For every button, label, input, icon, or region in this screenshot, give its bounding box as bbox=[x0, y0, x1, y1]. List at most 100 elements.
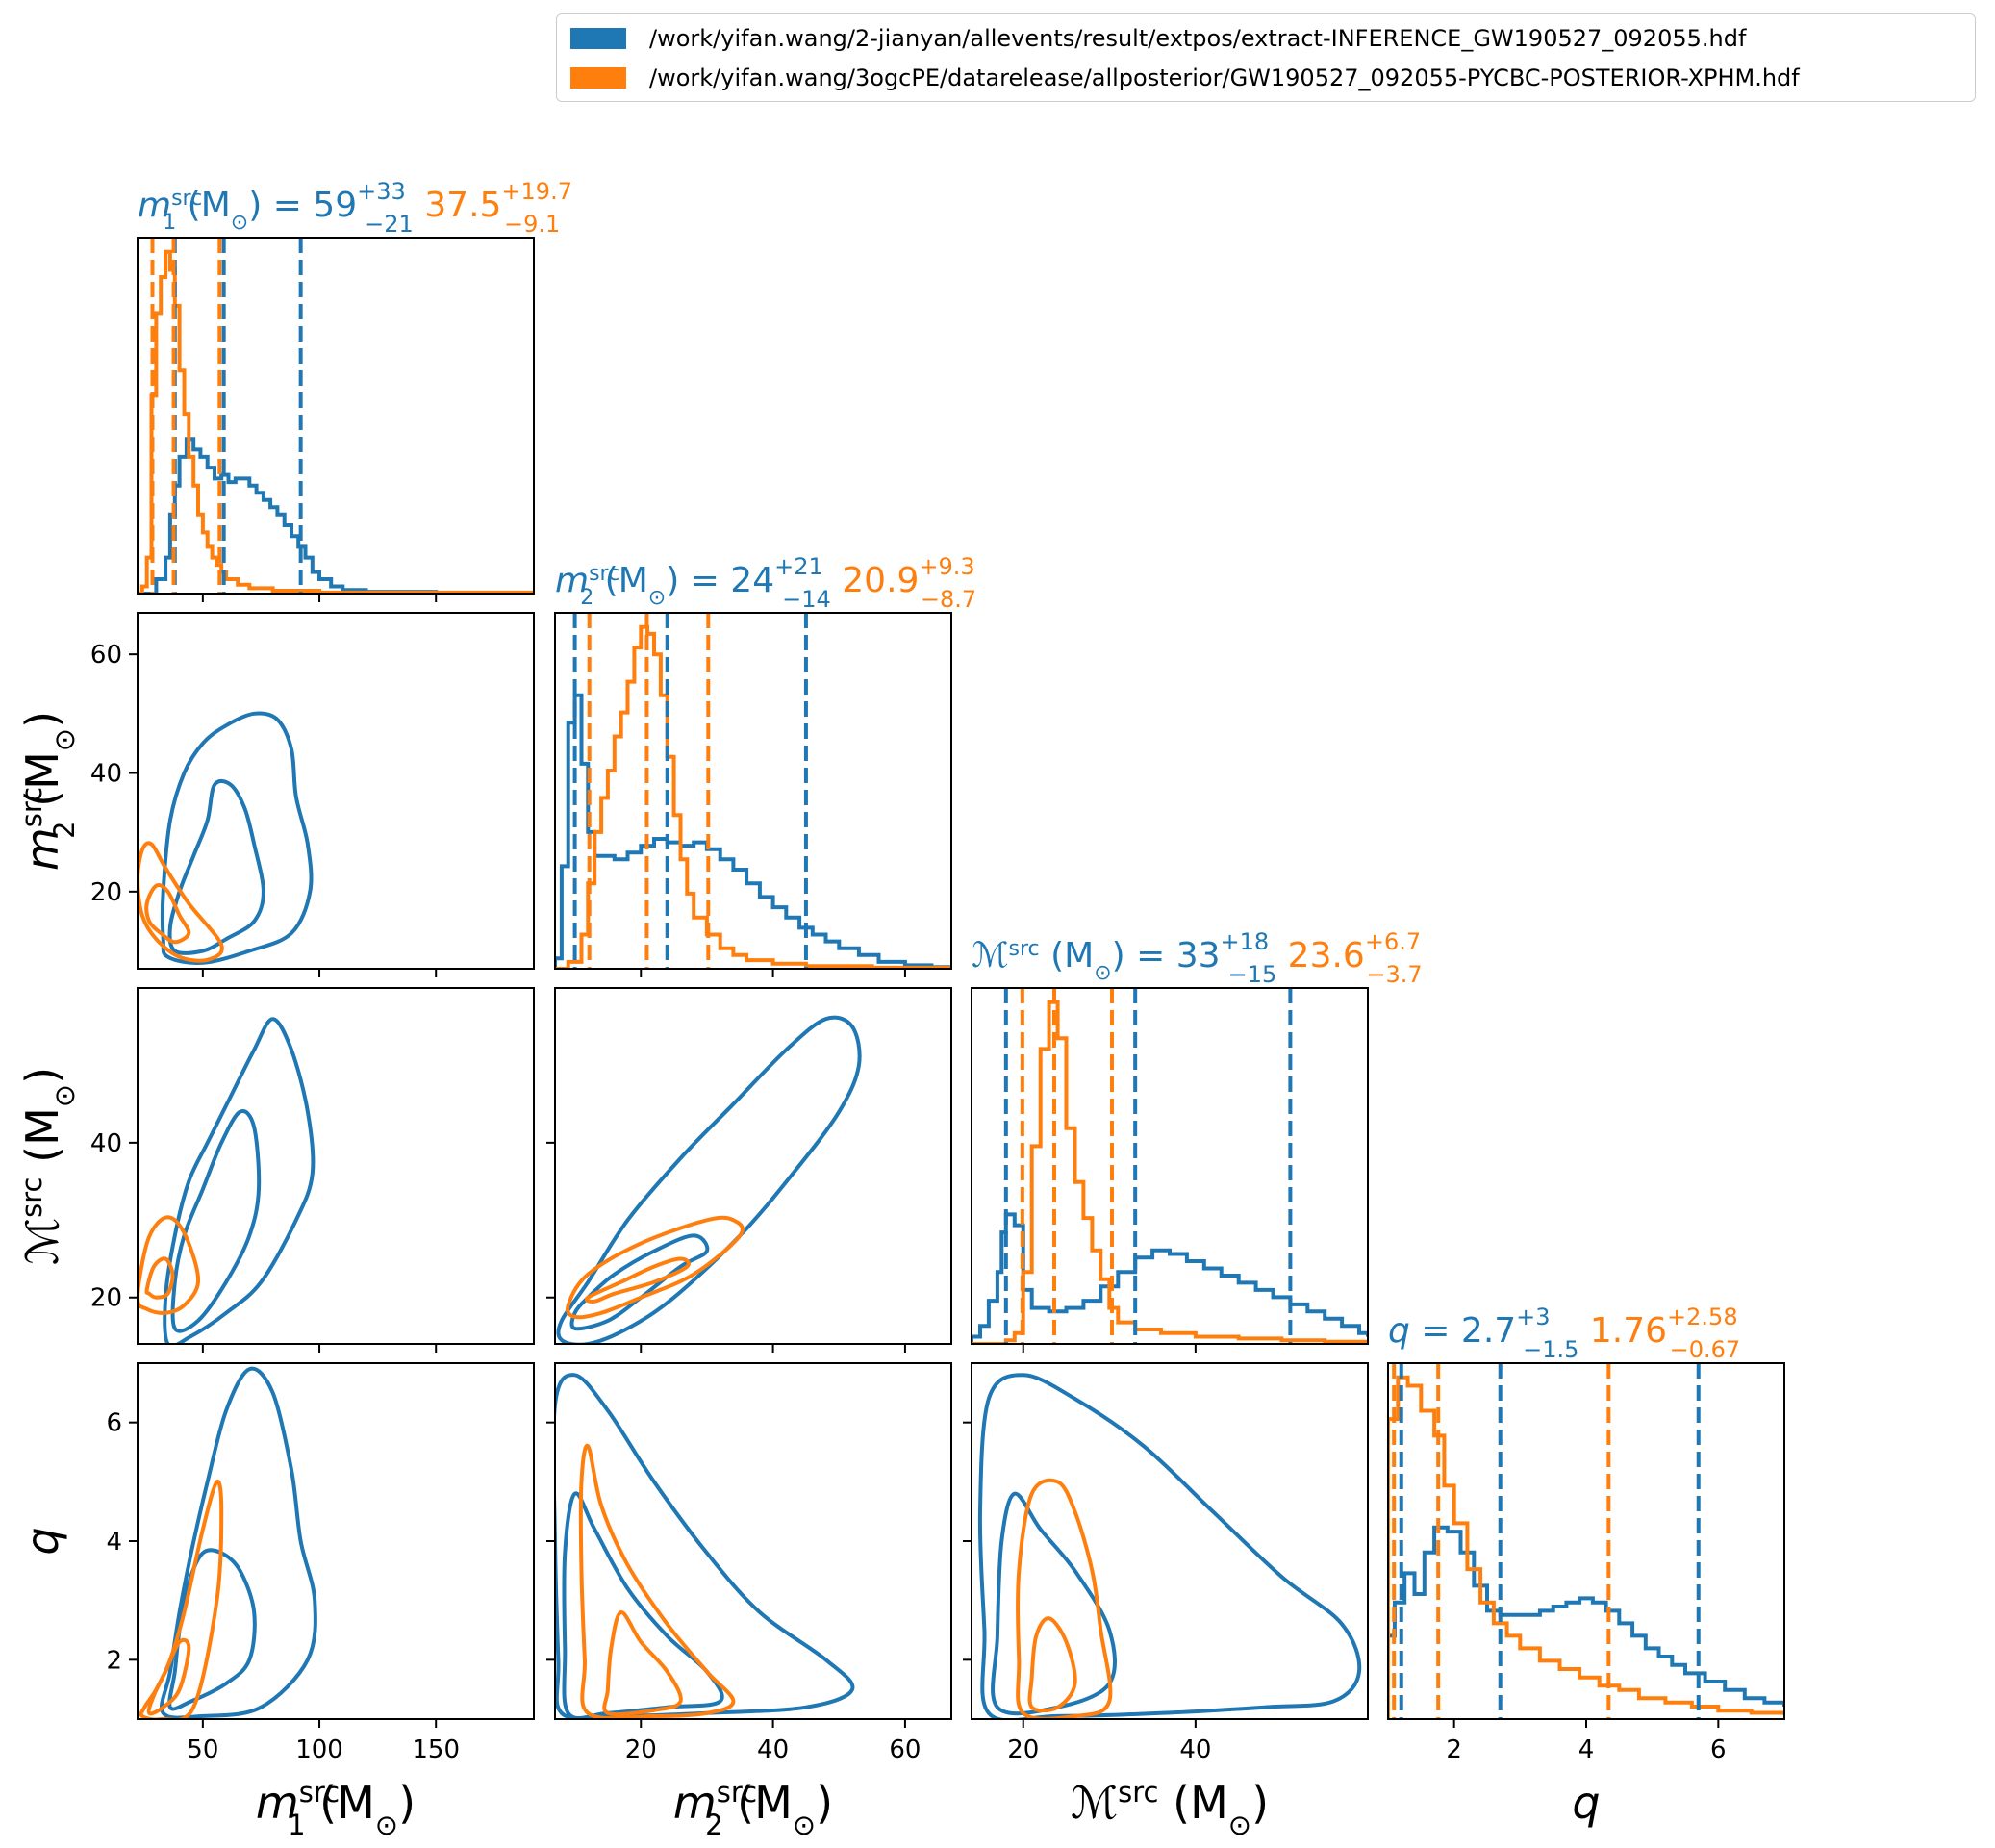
contour-panel-q-vs-m1-body bbox=[139, 1366, 317, 1719]
xaxis-label-m2-sub: 2 bbox=[705, 1809, 722, 1841]
title-mc-symbol: ℳ bbox=[972, 936, 1009, 975]
contour-90-mc_vs_m2-series-0 bbox=[556, 1015, 862, 1344]
contour-panel-q-vs-m1-frame bbox=[137, 1362, 535, 1720]
hist-m1-series-0 bbox=[138, 437, 534, 594]
title-value-blue-m1: = 59 bbox=[262, 186, 357, 225]
hist-panel-m2: msrc 2 (M⊙) = 24+21 −14 20.9+9.3 −8.7 bbox=[554, 553, 976, 977]
contour-90-m2_vs_m1-series-1 bbox=[138, 841, 224, 963]
xaxis-label-m1-unit-sub: ⊙ bbox=[375, 1809, 398, 1841]
xaxis-label-m1-symbol: m bbox=[256, 1777, 299, 1829]
xaxis-label-m1-sub: 1 bbox=[288, 1809, 305, 1841]
title-m2-unit: (M bbox=[593, 561, 648, 600]
title-m1-sub: 1 bbox=[163, 211, 176, 235]
yaxis-label-m2-symbol: m bbox=[16, 827, 68, 871]
xtick-label-m2-60: 60 bbox=[889, 1735, 921, 1764]
contour-90-mc_vs_m1-series-1 bbox=[138, 1215, 201, 1315]
title-err-dn-blue-q: −1.5 bbox=[1523, 1336, 1578, 1363]
xaxis-label-q-symbol: q bbox=[1572, 1777, 1600, 1829]
contour-50-q_vs_mc-series-0 bbox=[991, 1491, 1117, 1716]
yaxis-label-q: q bbox=[16, 1527, 68, 1555]
yaxis-label-mc-sup: src bbox=[15, 1177, 48, 1217]
xaxis-label-m2-symbol: m bbox=[673, 1777, 717, 1829]
title-mc-unit-end: ) bbox=[1112, 936, 1125, 975]
yaxis-label-mc-unit: (M bbox=[16, 1107, 68, 1177]
yaxis-label-q-symbol: q bbox=[16, 1527, 68, 1555]
title-m1-symbol: m bbox=[138, 186, 171, 225]
title-q-symbol: q bbox=[1388, 1311, 1410, 1351]
title-value-orange-m2: 20.9 bbox=[831, 561, 920, 600]
yaxis-label-m2-unit: (M bbox=[16, 751, 68, 821]
title-mc-sup: src bbox=[1009, 937, 1040, 961]
xaxis-label-m1-unit: (M bbox=[306, 1777, 375, 1829]
hist-panel-m1: msrc 1 (M⊙) = 59+33 −21 37.5+19.7 −9.1 bbox=[137, 178, 572, 602]
contour-panel-mc-vs-m1-body bbox=[138, 1017, 316, 1344]
hist-panel-q-body bbox=[1388, 1363, 1784, 1719]
contour-90-q_vs_m2-series-0 bbox=[555, 1373, 855, 1719]
title-err-dn-blue-m2: −14 bbox=[782, 586, 831, 613]
hist-mc-series-1 bbox=[972, 1000, 1368, 1344]
contour-50-mc_vs_m2-series-1 bbox=[584, 1256, 691, 1304]
xaxis-label-m1-sup: src bbox=[299, 1776, 340, 1809]
title-m2-sup: src bbox=[589, 562, 619, 586]
contour-panel-q-vs-mc: 20 40 bbox=[963, 1362, 1369, 1764]
title-value-orange-m1: 37.5 bbox=[414, 186, 502, 225]
legend-entry-orange: /work/yifan.wang/3ogcPE/datarelease/allp… bbox=[570, 59, 1800, 97]
ytick-label-m2-40: 40 bbox=[90, 760, 122, 789]
title-err-dn-blue-m1: −21 bbox=[365, 211, 414, 238]
title-err-up-blue-m1: +33 bbox=[357, 178, 406, 205]
legend-label-blue: /work/yifan.wang/2-jianyan/allevents/res… bbox=[649, 25, 1747, 52]
title-m1-sup: src bbox=[171, 187, 202, 211]
yaxis-label-m2-unit-sub: ⊙ bbox=[48, 728, 81, 751]
contour-panel-m2-vs-m1-frame bbox=[137, 612, 535, 970]
ytick-label-q-6: 6 bbox=[106, 1409, 122, 1438]
title-err-up-orange-m2: +9.3 bbox=[919, 553, 974, 580]
xaxis-label-mc-sup: src bbox=[1118, 1776, 1158, 1809]
title-value-orange-q: 1.76 bbox=[1578, 1311, 1667, 1351]
title-m2: msrc 2 (M⊙) = 24+21 −14 20.9+9.3 −8.7 bbox=[555, 553, 976, 613]
title-m1: msrc 1 (M⊙) = 59+33 −21 37.5+19.7 −9.1 bbox=[138, 178, 572, 238]
xaxis-label-m2-sup: src bbox=[717, 1776, 757, 1809]
xaxis-label-mc-unit-sub: ⊙ bbox=[1228, 1809, 1251, 1841]
contour-50-mc_vs_m1-series-0 bbox=[170, 1109, 262, 1333]
legend-swatch-blue bbox=[570, 28, 626, 49]
xtick-label-m1-100: 100 bbox=[295, 1735, 343, 1764]
legend-entry-blue: /work/yifan.wang/2-jianyan/allevents/res… bbox=[570, 19, 1746, 58]
title-err-up-blue-mc: +18 bbox=[1221, 928, 1270, 955]
contour-90-mc_vs_m1-series-0 bbox=[163, 1017, 316, 1344]
xaxis-label-q: q bbox=[1572, 1777, 1600, 1829]
contour-panel-mc-vs-m2 bbox=[546, 987, 952, 1353]
title-m2-symbol: m bbox=[555, 561, 589, 600]
contour-panel-mc-vs-m2-body bbox=[556, 1015, 862, 1344]
xtick-label-m2-20: 20 bbox=[625, 1735, 657, 1764]
contour-50-q_vs_m2-series-0 bbox=[562, 1491, 724, 1719]
xaxis-label-mc-symbol: ℳ bbox=[1071, 1777, 1118, 1829]
hist-panel-mc-body bbox=[972, 988, 1368, 1344]
legend-swatch-orange bbox=[570, 67, 626, 89]
title-m2-unit-sub: ⊙ bbox=[648, 586, 666, 610]
ytick-label-mc-20: 20 bbox=[90, 1284, 122, 1313]
contour-90-q_vs_mc-series-0 bbox=[977, 1373, 1362, 1719]
hist-panel-mc: ℳsrc (M⊙) = 33+18 −15 23.6+6.7 −3.7 bbox=[971, 928, 1423, 1353]
ytick-label-q-4: 4 bbox=[106, 1528, 122, 1557]
legend-label-orange: /work/yifan.wang/3ogcPE/datarelease/allp… bbox=[649, 64, 1800, 91]
ytick-label-m2-20: 20 bbox=[90, 878, 122, 907]
yaxis-label-mc: ℳsrc (M⊙) bbox=[15, 1067, 81, 1265]
contour-50-q_vs_mc-series-1 bbox=[1027, 1616, 1077, 1713]
contour-panel-q-vs-m1: 50 100 150 2 4 6 bbox=[106, 1362, 535, 1764]
xtick-label-mc-20: 20 bbox=[1007, 1735, 1039, 1764]
xtick-label-m1-50: 50 bbox=[187, 1735, 218, 1764]
ytick-label-mc-40: 40 bbox=[90, 1129, 122, 1158]
contour-panel-mc-vs-m1-frame bbox=[137, 987, 535, 1345]
contour-panel-q-vs-m2-body bbox=[555, 1373, 855, 1719]
contour-panel-mc-vs-m2-frame bbox=[554, 987, 952, 1345]
xaxis-label-m1: msrc 1 (M⊙) bbox=[256, 1776, 416, 1841]
yaxis-label-m2-unit-end: ) bbox=[16, 711, 68, 728]
contour-panel-q-vs-mc-body bbox=[977, 1373, 1362, 1719]
title-value-blue-q: = 2.7 bbox=[1410, 1311, 1516, 1351]
hist-panel-m1-body bbox=[138, 238, 534, 594]
title-err-up-blue-q: +3 bbox=[1516, 1304, 1550, 1330]
xaxis-label-m1-unit-end: ) bbox=[398, 1777, 416, 1829]
legend: /work/yifan.wang/2-jianyan/allevents/res… bbox=[556, 13, 1976, 102]
